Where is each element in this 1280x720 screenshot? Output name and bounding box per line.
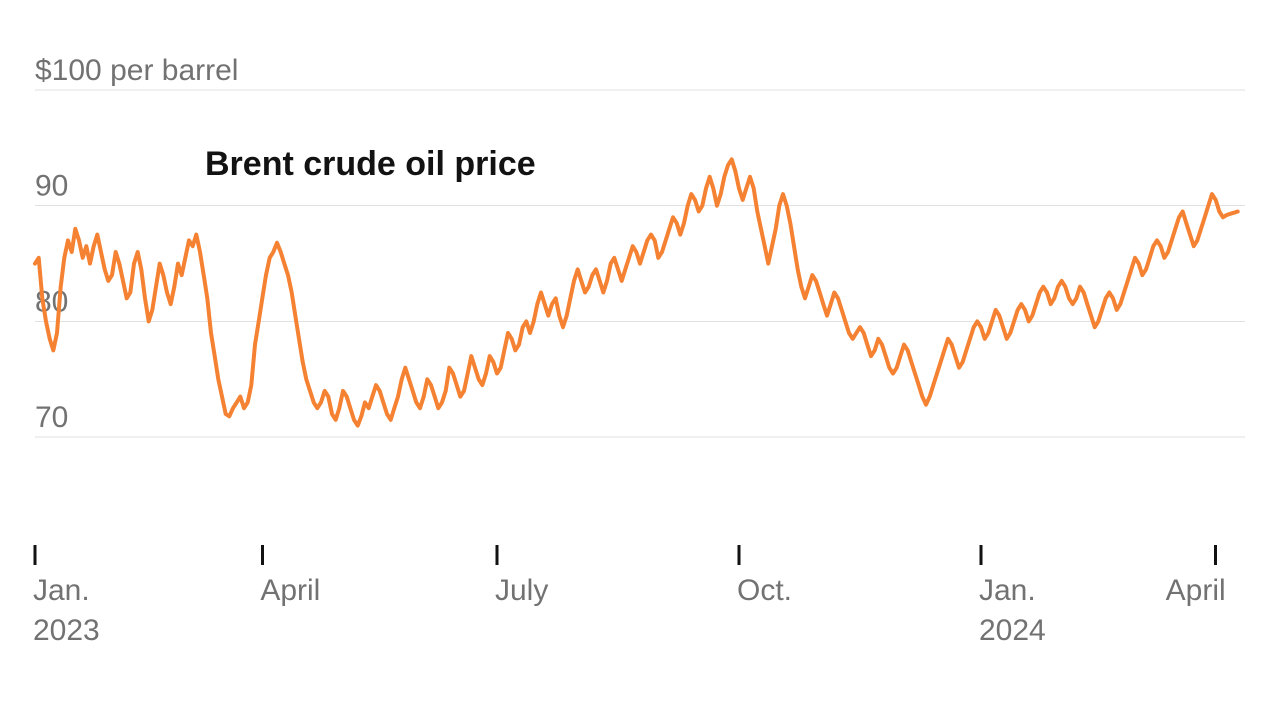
x-axis-label: July [495,574,548,607]
x-axis-label: April [260,574,320,607]
x-axis-year-label: 2023 [33,614,100,647]
x-axis-label: April [1166,574,1226,607]
chart-title: Brent crude oil price [205,145,536,183]
x-axis-year-label: 2024 [979,614,1046,647]
chart-svg: $100 per barrel908070Brent crude oil pri… [0,0,1280,720]
x-axis-label: Jan. [979,574,1036,607]
x-axis-label: Oct. [737,574,792,607]
x-axis-label: Jan. [33,574,90,607]
y-axis-label: $100 per barrel [35,54,238,87]
y-axis-label: 90 [35,170,68,203]
series-line-brent [35,159,1238,425]
oil-price-chart: $100 per barrel908070Brent crude oil pri… [0,0,1280,720]
y-axis-label: 70 [35,401,68,434]
